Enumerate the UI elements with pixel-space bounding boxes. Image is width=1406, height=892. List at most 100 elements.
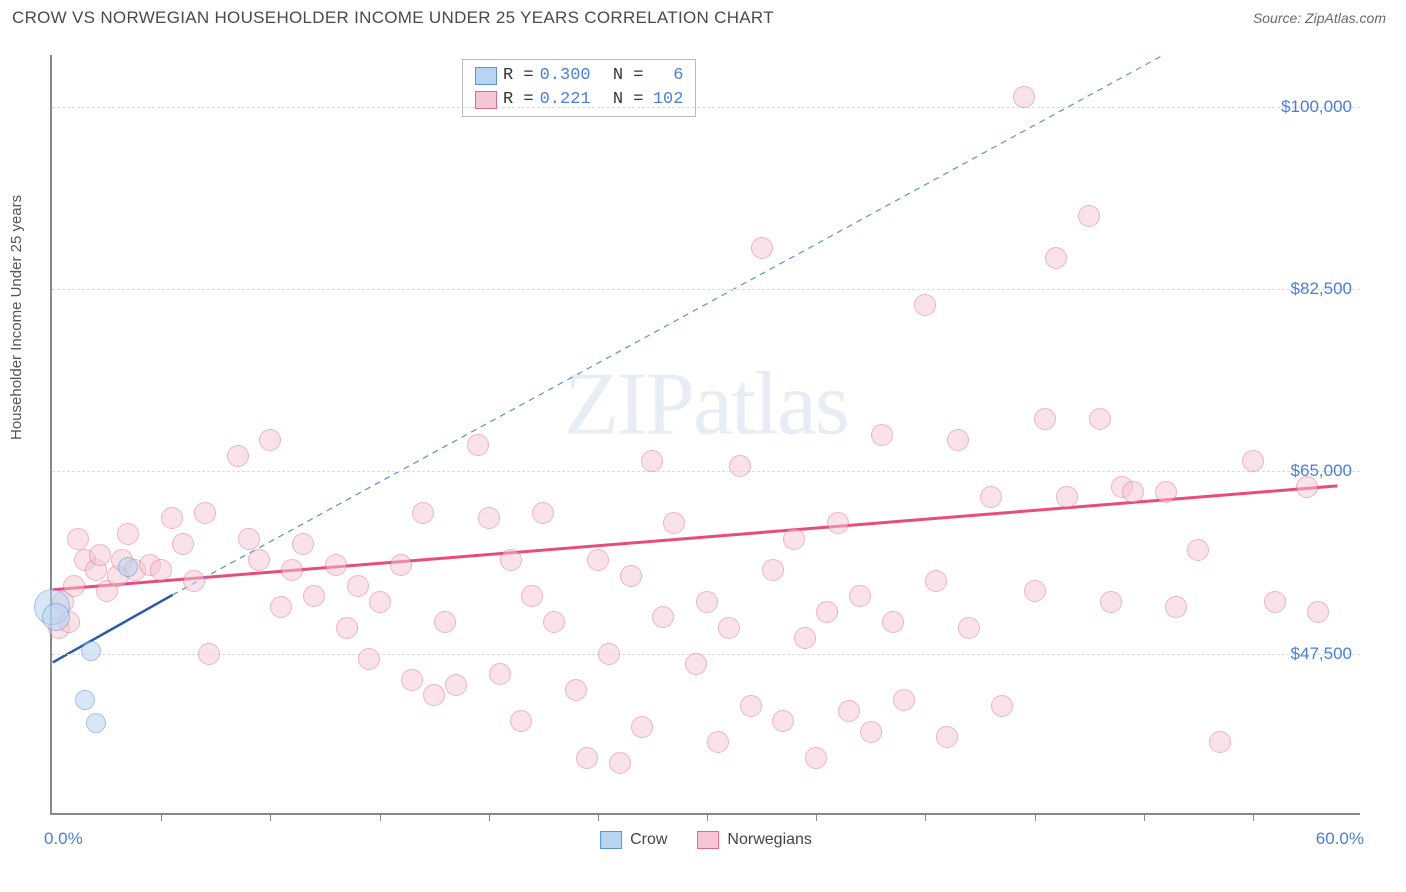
chart-title: CROW VS NORWEGIAN HOUSEHOLDER INCOME UND…: [12, 8, 774, 28]
norwegians-point: [936, 726, 958, 748]
norwegians-point: [1056, 486, 1078, 508]
norwegians-point: [423, 684, 445, 706]
scatter-chart: ZIPatlas R = 0.300 N = 6 R = 0.221 N = 1…: [50, 55, 1360, 815]
trend-lines-layer: [52, 55, 1360, 813]
x-tick: [270, 813, 271, 821]
x-tick: [1253, 813, 1254, 821]
norwegians-point: [663, 512, 685, 534]
x-axis-max-label: 60.0%: [1316, 829, 1364, 849]
norwegians-point: [500, 549, 522, 571]
norwegians-point: [652, 606, 674, 628]
r-label: R =: [503, 64, 534, 88]
norwegians-point: [576, 747, 598, 769]
y-tick-label: $82,500: [1291, 279, 1352, 299]
legend-item-norwegians: Norwegians: [697, 831, 811, 849]
x-tick: [1144, 813, 1145, 821]
norwegians-point: [1264, 591, 1286, 613]
norwegians-point: [751, 237, 773, 259]
x-tick: [925, 813, 926, 821]
norwegians-point: [1242, 450, 1264, 472]
norwegians-point: [882, 611, 904, 633]
legend-row-crow: R = 0.300 N = 6: [475, 64, 683, 88]
crow-point: [118, 557, 138, 577]
norwegians-point: [401, 669, 423, 691]
norwegians-point: [1089, 408, 1111, 430]
norwegians-point: [860, 721, 882, 743]
norwegians-point: [783, 528, 805, 550]
norwegians-point: [565, 679, 587, 701]
norwegians-point: [805, 747, 827, 769]
norwegians-point: [991, 695, 1013, 717]
norwegians-point: [631, 716, 653, 738]
norwegians-point: [510, 710, 532, 732]
norwegians-point: [161, 507, 183, 529]
gridline: [52, 107, 1360, 108]
x-tick: [816, 813, 817, 821]
norwegians-point: [478, 507, 500, 529]
crow-point: [42, 603, 70, 631]
legend-item-crow: Crow: [600, 831, 667, 849]
norwegians-point: [641, 450, 663, 472]
crow-swatch: [475, 67, 497, 85]
norwegians-point: [369, 591, 391, 613]
series-legend: Crow Norwegians: [600, 831, 812, 849]
norwegians-point: [467, 434, 489, 456]
norwegians-point: [696, 591, 718, 613]
x-tick: [707, 813, 708, 821]
norwegians-swatch: [475, 91, 497, 109]
norwegians-point: [925, 570, 947, 592]
norwegians-point: [281, 559, 303, 581]
norwegians-point: [827, 512, 849, 534]
source-attribution: Source: ZipAtlas.com: [1253, 10, 1386, 26]
y-tick-label: $100,000: [1281, 97, 1352, 117]
gridline: [52, 654, 1360, 655]
norwegians-label: Norwegians: [727, 831, 811, 849]
crow-r-value: 0.300: [540, 64, 591, 88]
norwegians-point: [740, 695, 762, 717]
norwegians-point: [292, 533, 314, 555]
norwegians-point: [1078, 205, 1100, 227]
norwegians-point: [794, 627, 816, 649]
norwegians-point: [532, 502, 554, 524]
norwegians-point: [67, 528, 89, 550]
norwegians-point: [238, 528, 260, 550]
x-tick: [598, 813, 599, 821]
norwegians-point: [1209, 731, 1231, 753]
norwegians-point: [412, 502, 434, 524]
norwegians-point: [172, 533, 194, 555]
norwegians-swatch-icon: [697, 831, 719, 849]
norwegians-point: [1034, 408, 1056, 430]
norwegians-point: [325, 554, 347, 576]
norwegians-point: [707, 731, 729, 753]
norwegians-point: [489, 663, 511, 685]
norwegians-point: [89, 544, 111, 566]
norwegians-point: [1122, 481, 1144, 503]
norwegians-point: [598, 643, 620, 665]
norwegians-point: [958, 617, 980, 639]
norwegians-point: [1100, 591, 1122, 613]
norwegians-point: [543, 611, 565, 633]
norwegians-point: [194, 502, 216, 524]
x-tick: [489, 813, 490, 821]
norwegians-point: [1187, 539, 1209, 561]
norwegians-point: [1307, 601, 1329, 623]
crow-n-value: 6: [649, 64, 683, 88]
norwegians-point: [729, 455, 751, 477]
norwegians-point: [248, 549, 270, 571]
norwegians-point: [871, 424, 893, 446]
norwegians-point: [914, 294, 936, 316]
y-axis-label: Householder Income Under 25 years: [8, 195, 25, 440]
norwegians-point: [150, 559, 172, 581]
x-axis-min-label: 0.0%: [44, 829, 83, 849]
norwegians-point: [198, 643, 220, 665]
x-tick: [161, 813, 162, 821]
norwegians-point: [587, 549, 609, 571]
norwegians-point: [183, 570, 205, 592]
norwegians-point: [1165, 596, 1187, 618]
norwegians-point: [303, 585, 325, 607]
crow-swatch-icon: [600, 831, 622, 849]
norwegians-point: [685, 653, 707, 675]
chart-header: CROW VS NORWEGIAN HOUSEHOLDER INCOME UND…: [0, 0, 1406, 32]
gridline: [52, 471, 1360, 472]
norwegians-point: [947, 429, 969, 451]
